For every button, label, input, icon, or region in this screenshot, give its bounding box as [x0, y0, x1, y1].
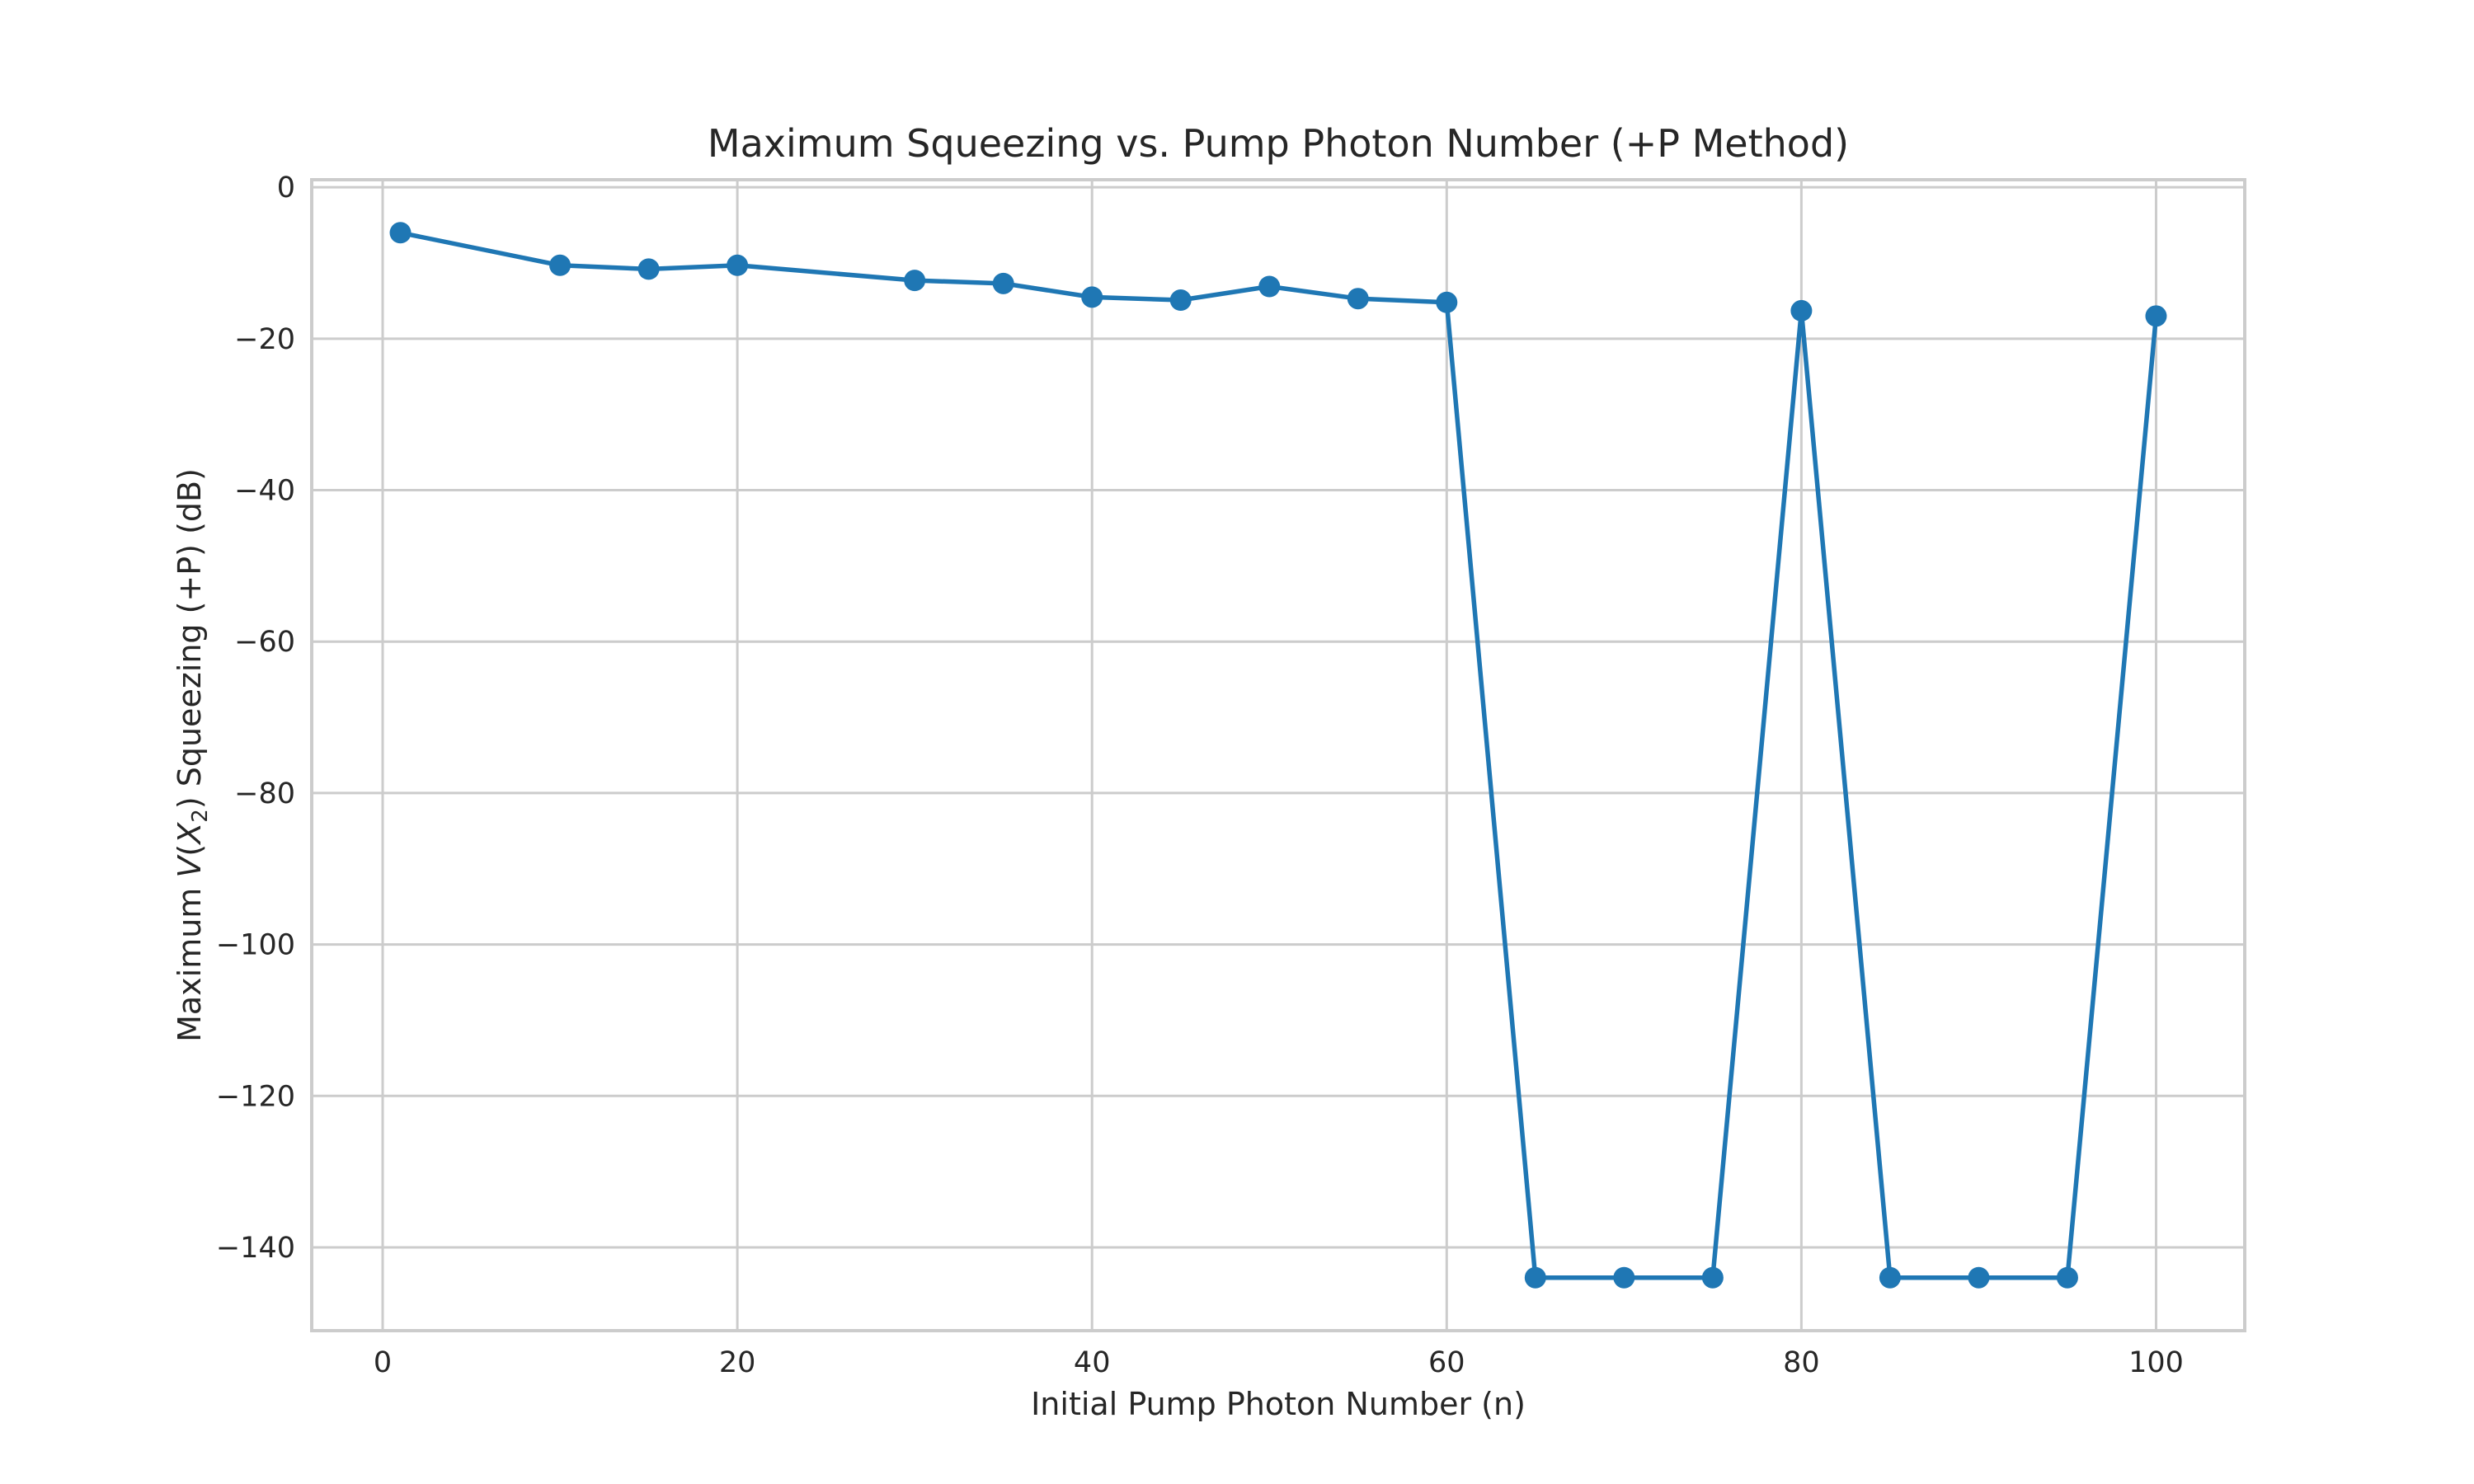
y-axis-label-subscript: 2	[188, 809, 213, 823]
y-tick-label: 0	[277, 171, 295, 204]
x-tick-label: 100	[2128, 1346, 2184, 1379]
x-tick-label: 20	[719, 1346, 756, 1379]
y-axis-label-open: (	[172, 844, 208, 857]
data-point	[1436, 291, 1458, 313]
data-point	[1258, 275, 1281, 298]
y-tick-label: −100	[216, 929, 295, 962]
data-point	[904, 270, 926, 292]
data-point	[2056, 1266, 2078, 1289]
x-tick-label: 80	[1783, 1346, 1820, 1379]
x-tick-label: 40	[1074, 1346, 1111, 1379]
data-point	[2145, 305, 2167, 327]
series-layer	[389, 222, 2167, 1289]
data-point	[1790, 299, 1813, 322]
y-axis-ticks: 0 −20 −40 −60 −80 −100 −120 −140	[216, 171, 295, 1265]
y-axis-label-prefix: Maximum	[172, 878, 208, 1042]
data-point	[549, 254, 571, 276]
y-tick-label: −80	[234, 777, 295, 810]
y-tick-label: −120	[216, 1080, 295, 1113]
plot-area-background	[312, 180, 2245, 1331]
data-point	[1701, 1266, 1724, 1289]
y-tick-label: −40	[234, 475, 295, 508]
data-point	[1081, 286, 1103, 308]
data-point	[727, 254, 749, 276]
data-point	[1347, 288, 1369, 310]
data-point	[1613, 1266, 1635, 1289]
data-point	[992, 272, 1014, 294]
y-axis-label: Maximum V(X2) Squeezing (+P) (dB)	[172, 468, 213, 1042]
data-point	[1524, 1266, 1546, 1289]
y-tick-label: −20	[234, 323, 295, 356]
x-tick-label: 0	[374, 1346, 392, 1379]
data-point	[1879, 1266, 1901, 1289]
grid	[312, 180, 2245, 1331]
plot-frame	[310, 178, 2246, 1332]
x-tick-label: 60	[1428, 1346, 1465, 1379]
data-point	[389, 222, 412, 244]
y-axis-label-x: X	[172, 822, 208, 846]
y-axis-label-close: )	[172, 796, 208, 809]
data-point	[637, 258, 660, 280]
y-tick-label: −140	[216, 1232, 295, 1265]
chart-title: Maximum Squeezing vs. Pump Photon Number…	[708, 121, 1849, 166]
y-axis-label-v: V	[172, 854, 208, 878]
data-point	[1169, 289, 1192, 312]
x-axis-label: Initial Pump Photon Number (n)	[1031, 1386, 1526, 1422]
data-point	[1968, 1266, 1990, 1289]
y-axis-label-suffix: Squeezing (+P) (dB)	[172, 468, 208, 796]
x-axis-ticks: 0 20 40 60 80 100	[374, 1346, 2184, 1379]
y-tick-label: −60	[234, 626, 295, 659]
